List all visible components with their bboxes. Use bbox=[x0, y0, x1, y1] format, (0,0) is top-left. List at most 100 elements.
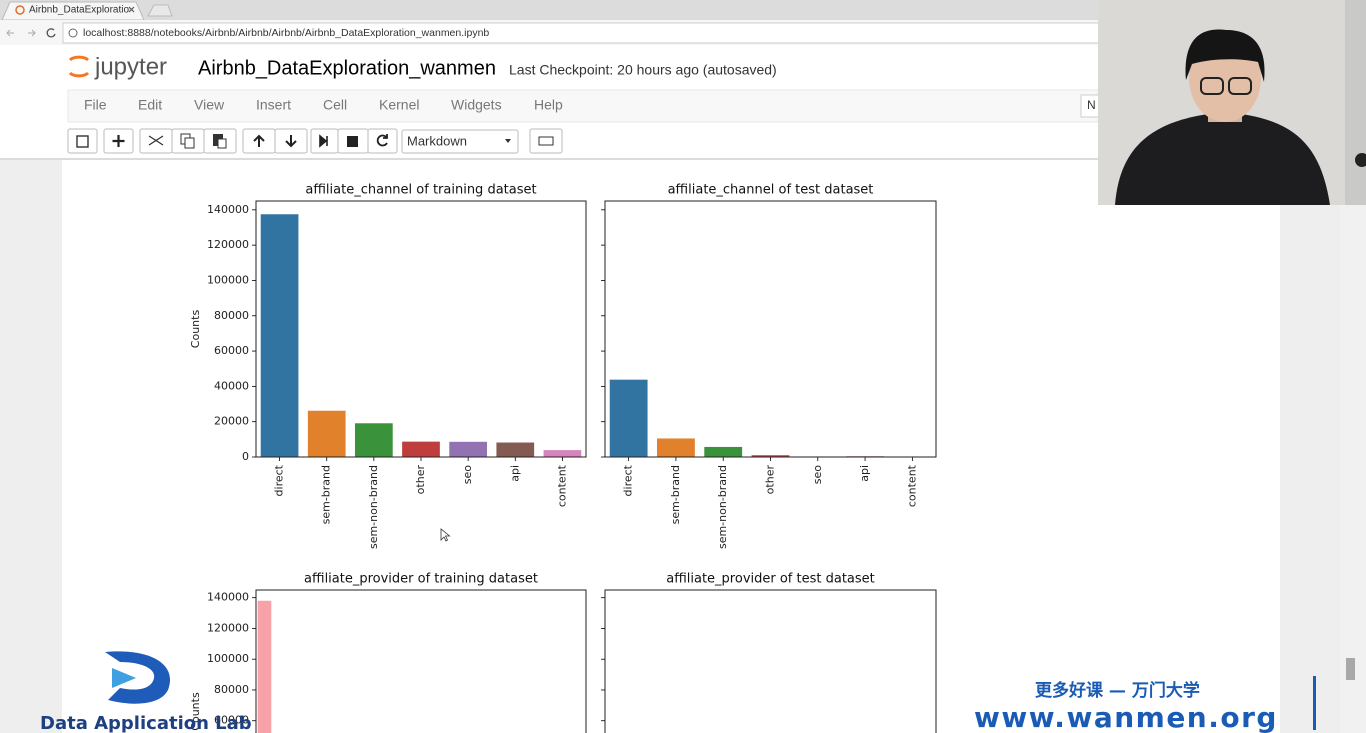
watermark-bar bbox=[1313, 676, 1316, 730]
mouse-cursor bbox=[440, 528, 451, 542]
keyboard-icon bbox=[538, 136, 554, 146]
back-button[interactable] bbox=[6, 29, 14, 37]
y-tick-label: 60000 bbox=[214, 714, 249, 727]
y-tick-label: 100000 bbox=[207, 273, 249, 286]
site-text: www.wanmen.org bbox=[974, 701, 1278, 733]
y-tick-label: 40000 bbox=[214, 379, 249, 392]
x-tick-label: other bbox=[764, 465, 777, 495]
y-tick-label: 80000 bbox=[214, 309, 249, 322]
down-icon bbox=[285, 135, 297, 148]
new-tab[interactable] bbox=[147, 4, 173, 17]
webcam-overlay bbox=[1098, 0, 1366, 205]
x-tick-label: content bbox=[905, 464, 918, 507]
menu-item[interactable]: Cell bbox=[323, 97, 347, 113]
logo-arc bbox=[68, 71, 90, 78]
save-icon bbox=[76, 135, 89, 148]
bar bbox=[609, 379, 648, 457]
paste-icon bbox=[217, 138, 227, 149]
x-tick-label: seo bbox=[811, 465, 824, 484]
menu-item[interactable]: Insert bbox=[256, 97, 291, 113]
bar bbox=[496, 442, 535, 457]
bar bbox=[543, 450, 582, 457]
x-tick-label: sem-non-brand bbox=[716, 465, 729, 549]
menu-item[interactable]: Edit bbox=[138, 97, 162, 113]
menu-item[interactable]: File bbox=[84, 97, 107, 113]
restart-icon bbox=[376, 134, 388, 147]
webcam-wall bbox=[1345, 0, 1366, 205]
stop-icon bbox=[347, 136, 358, 147]
up-icon bbox=[253, 134, 265, 147]
logo-arc bbox=[68, 55, 90, 62]
menu: File Edit View Insert Cell Kernel Widgets Help bbox=[84, 97, 563, 113]
header-shadow bbox=[0, 158, 1366, 160]
checkpoint: Last Checkpoint: 20 hours ago (autosaved… bbox=[509, 62, 777, 78]
menu-item[interactable]: Widgets bbox=[451, 97, 502, 113]
chart-title: affiliate_channel of training dataset bbox=[305, 183, 536, 198]
menu-bar bbox=[67, 89, 1099, 123]
y-tick-label: 120000 bbox=[207, 621, 249, 634]
reload-button[interactable] bbox=[46, 28, 56, 38]
bar bbox=[402, 441, 440, 457]
glasses bbox=[1228, 77, 1252, 95]
tab-close[interactable] bbox=[128, 6, 135, 13]
y-axis-label: Counts bbox=[189, 692, 202, 731]
menu-item[interactable]: View bbox=[194, 97, 225, 113]
jupyter-logo[interactable]: jupyter bbox=[94, 53, 167, 80]
x-tick-label: sem-brand bbox=[669, 465, 682, 524]
restart-button[interactable] bbox=[367, 128, 398, 154]
select-arrow bbox=[505, 139, 511, 143]
person-hair bbox=[1185, 29, 1265, 82]
x-tick-label: content bbox=[555, 464, 568, 507]
cell-type: Markdown bbox=[407, 133, 467, 148]
scrollbar[interactable] bbox=[1340, 205, 1366, 733]
bar bbox=[449, 441, 487, 457]
chart-title: affiliate_provider of training dataset bbox=[304, 572, 538, 587]
x-tick-label: other bbox=[414, 465, 427, 495]
axes-frame bbox=[604, 200, 937, 458]
logo-text: Data Application Lab bbox=[40, 713, 252, 733]
y-tick-label: 0 bbox=[242, 450, 249, 463]
cut-icon bbox=[148, 135, 164, 146]
toolbar: Markdown bbox=[67, 128, 563, 154]
bar bbox=[257, 600, 272, 733]
y-tick-label: 140000 bbox=[207, 591, 249, 604]
tab-icon bbox=[15, 5, 25, 15]
scrollbar-thumb[interactable] bbox=[1346, 658, 1355, 680]
axes-frame bbox=[255, 200, 587, 458]
x-tick-label: direct bbox=[273, 464, 286, 496]
tab-title: Airbnb_DataExploratio bbox=[29, 5, 129, 16]
charts: direct sem-brand sem-non-brand other seo api c… bbox=[189, 183, 937, 733]
cell-type-select[interactable] bbox=[401, 129, 519, 154]
promo-text: 更多好课 — 万门大学 bbox=[1035, 680, 1200, 701]
y-tick-label: 80000 bbox=[214, 683, 249, 696]
y-tick-label: 20000 bbox=[214, 415, 249, 428]
info-icon bbox=[68, 28, 78, 38]
person-body bbox=[1115, 112, 1330, 205]
microphone bbox=[1355, 153, 1366, 167]
menu-item[interactable]: Help bbox=[534, 97, 563, 113]
y-axis-label: Counts bbox=[189, 310, 202, 349]
logo-mark bbox=[105, 651, 171, 704]
bar bbox=[355, 423, 393, 457]
run-icon bbox=[319, 134, 328, 148]
copy-icon bbox=[184, 137, 195, 149]
menu-item[interactable]: Kernel bbox=[379, 97, 419, 113]
logo-mark bbox=[112, 668, 136, 688]
y-tick-label: 140000 bbox=[207, 203, 249, 216]
bar bbox=[657, 438, 695, 457]
save-button[interactable] bbox=[67, 128, 98, 154]
plus-icon bbox=[112, 135, 125, 147]
x-tick-label: sem-brand bbox=[320, 465, 333, 524]
axes-frame bbox=[255, 589, 587, 733]
notebook-name[interactable]: Airbnb_DataExploration_wanmen bbox=[198, 57, 496, 79]
keyboard-button[interactable] bbox=[529, 128, 563, 154]
x-tick-label: api bbox=[858, 465, 871, 482]
y-tick-label: 60000 bbox=[214, 344, 249, 357]
forward-button[interactable] bbox=[28, 29, 36, 37]
bar bbox=[307, 410, 346, 457]
y-tick-label: 120000 bbox=[207, 238, 249, 251]
tab-strip bbox=[0, 0, 1366, 20]
chart-title: affiliate_provider of test dataset bbox=[666, 572, 875, 587]
chart-title: affiliate_channel of test dataset bbox=[668, 183, 874, 198]
